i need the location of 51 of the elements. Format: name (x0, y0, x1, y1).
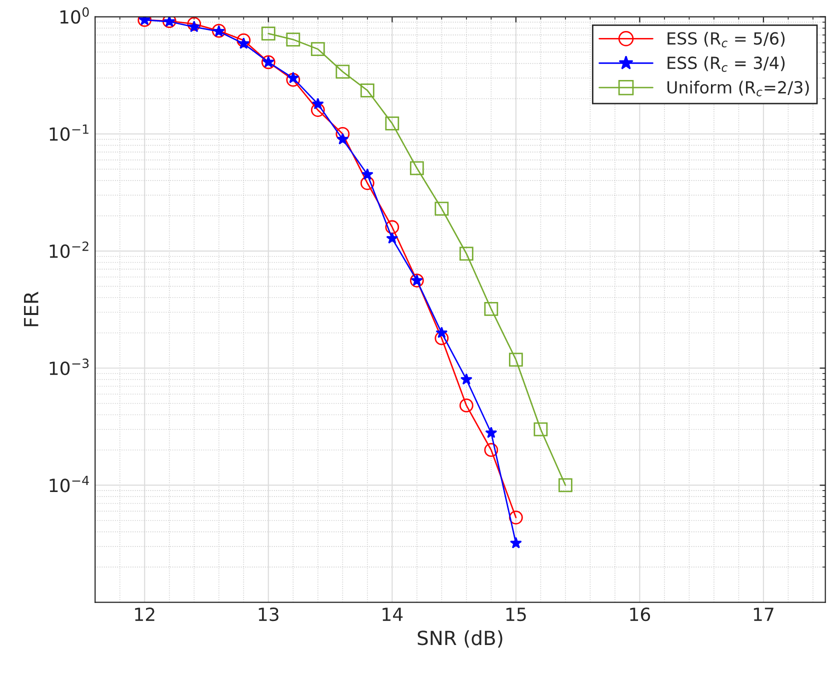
point (434, 202, 449, 216)
point (459, 398, 474, 412)
point (361, 168, 374, 180)
x-axis-title: SNR (dB) (418, 630, 502, 648)
point (286, 72, 300, 87)
point (188, 20, 200, 32)
point (336, 64, 350, 79)
point (336, 133, 349, 144)
y-tick-label: 10$^{−4}$ (50, 476, 89, 492)
point (459, 246, 474, 261)
point (286, 32, 300, 46)
legend-label: ESS (R$_{c}$ = 3/4) (668, 56, 785, 72)
point (310, 42, 325, 56)
point (236, 33, 251, 48)
point (310, 103, 325, 117)
point (534, 422, 548, 436)
point (360, 176, 374, 190)
point (386, 232, 398, 244)
x-tick-label: 16 (630, 608, 650, 622)
point (385, 116, 400, 130)
y-tick-label: 10$^{−3}$ (50, 358, 89, 376)
point (360, 84, 374, 98)
point (460, 373, 472, 385)
x-tick-label: 12 (135, 608, 154, 621)
point (238, 37, 250, 49)
point (287, 72, 300, 84)
x-tick-label: 13 (258, 608, 278, 622)
point (434, 331, 449, 346)
legend-label: Uniform (R$_{c}$=2/3) (667, 80, 809, 96)
point (558, 478, 572, 492)
point (187, 16, 202, 31)
point (485, 426, 498, 438)
point (385, 220, 400, 234)
point (336, 126, 350, 141)
x-tick-label: 15 (506, 608, 526, 622)
legend-label: ESS (R$_{c}$ = 5/6) (668, 32, 785, 48)
x-tick-label: 14 (382, 608, 403, 621)
point (312, 98, 324, 110)
point (261, 26, 276, 40)
point (484, 302, 498, 316)
point (508, 352, 523, 367)
point (410, 161, 424, 176)
point (508, 510, 523, 524)
y-axis-title: FER (24, 292, 38, 326)
point (510, 536, 522, 548)
point (484, 443, 498, 457)
x-tick-label: 17 (754, 608, 774, 621)
y-tick-label: 10$^{−1}$ (50, 124, 88, 141)
y-tick-label: 10$^{−2}$ (50, 241, 88, 258)
point (436, 326, 448, 338)
y-tick-label: 10$^{0}$ (60, 7, 89, 24)
